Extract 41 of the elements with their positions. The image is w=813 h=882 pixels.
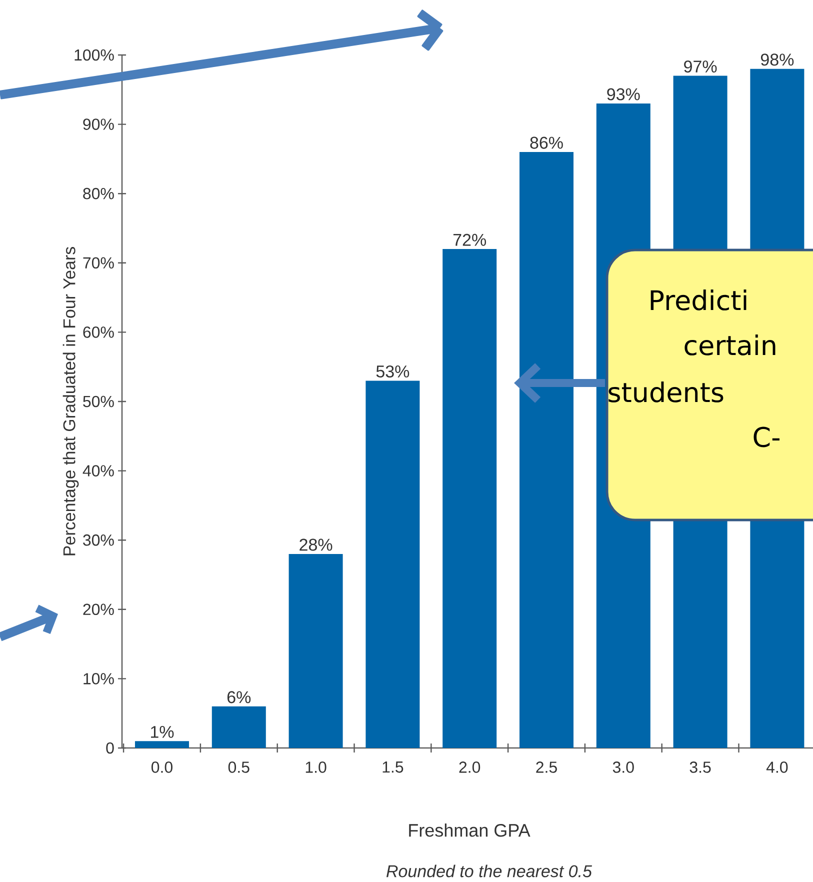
data-label: 93% bbox=[607, 88, 640, 100]
data-label: 98% bbox=[760, 54, 794, 66]
x-tick-label: 3.5 bbox=[690, 762, 711, 773]
y-tick-label: 50% bbox=[83, 396, 114, 408]
annotation: students bbox=[608, 382, 724, 402]
annotation: certain bbox=[684, 334, 776, 356]
annotation: C- bbox=[754, 426, 780, 448]
y-tick-label: 10% bbox=[84, 673, 114, 684]
data-label: 28% bbox=[300, 538, 332, 551]
y-tick-label: 30% bbox=[83, 534, 114, 546]
data-label: 72% bbox=[453, 234, 486, 246]
y-tick-label: 100% bbox=[74, 49, 114, 61]
x-tick-label: 1.5 bbox=[382, 762, 404, 773]
data-label: 97% bbox=[684, 60, 717, 73]
bar bbox=[134, 741, 189, 748]
bar bbox=[442, 249, 497, 748]
x-tick-label: 2.5 bbox=[536, 762, 557, 773]
x-tick-label: 0.5 bbox=[228, 762, 250, 773]
y-tick-label: 60% bbox=[83, 326, 114, 338]
bar bbox=[212, 706, 266, 748]
text: Rounded to the nearest 0.5 bbox=[386, 864, 592, 878]
data-label: 6% bbox=[227, 691, 251, 704]
y-tick-label: 0 bbox=[106, 742, 114, 754]
y-tick-label: 70% bbox=[83, 257, 114, 269]
data-label: 86% bbox=[530, 136, 563, 149]
x-tick-label: 3.0 bbox=[612, 762, 634, 773]
x-tick-label: 1.0 bbox=[306, 762, 326, 773]
annotation: Predicti bbox=[650, 290, 746, 310]
y-tick-label: 90% bbox=[83, 118, 114, 130]
y-tick-label: 80% bbox=[83, 188, 114, 200]
x-tick-label: 4.0 bbox=[766, 762, 788, 773]
bar bbox=[366, 380, 420, 748]
x-tick-label: 2.0 bbox=[459, 762, 480, 773]
bar bbox=[288, 554, 343, 748]
y-axis-title: Percentage that Graduated in Four Years bbox=[62, 246, 79, 556]
y-tick-label: 20% bbox=[83, 604, 114, 616]
data-label: 1% bbox=[151, 726, 174, 738]
data-label: 53% bbox=[376, 365, 410, 378]
x-tick-label: 0.0 bbox=[151, 762, 172, 773]
y-tick-label: 40% bbox=[82, 465, 114, 476]
x-axis-title: Freshman GPA bbox=[409, 824, 530, 837]
